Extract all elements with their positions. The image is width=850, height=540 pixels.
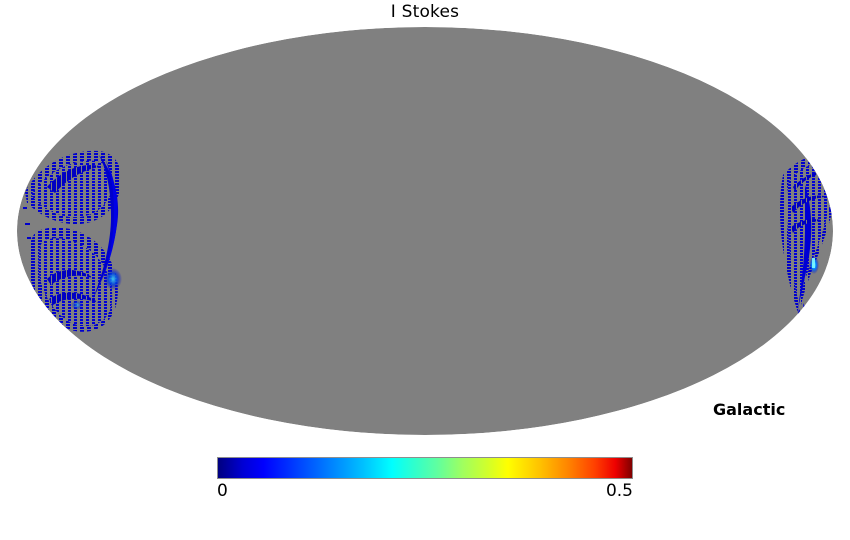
colorbar-tick-min: 0 bbox=[217, 481, 228, 501]
colorbar-gradient[interactable] bbox=[217, 457, 633, 479]
coordinate-system-label: Galactic bbox=[713, 400, 786, 419]
left-limb-scan-lobe bbox=[23, 150, 122, 332]
colorbar[interactable]: 0 0.5 bbox=[217, 457, 633, 505]
masked-sky-region bbox=[17, 27, 833, 435]
mollweide-projection-svg bbox=[17, 27, 833, 435]
colorbar-tick-max: 0.5 bbox=[605, 481, 633, 501]
page-title: I Stokes bbox=[390, 2, 460, 22]
mollweide-map[interactable] bbox=[17, 27, 833, 435]
sky-sphere bbox=[17, 27, 833, 435]
